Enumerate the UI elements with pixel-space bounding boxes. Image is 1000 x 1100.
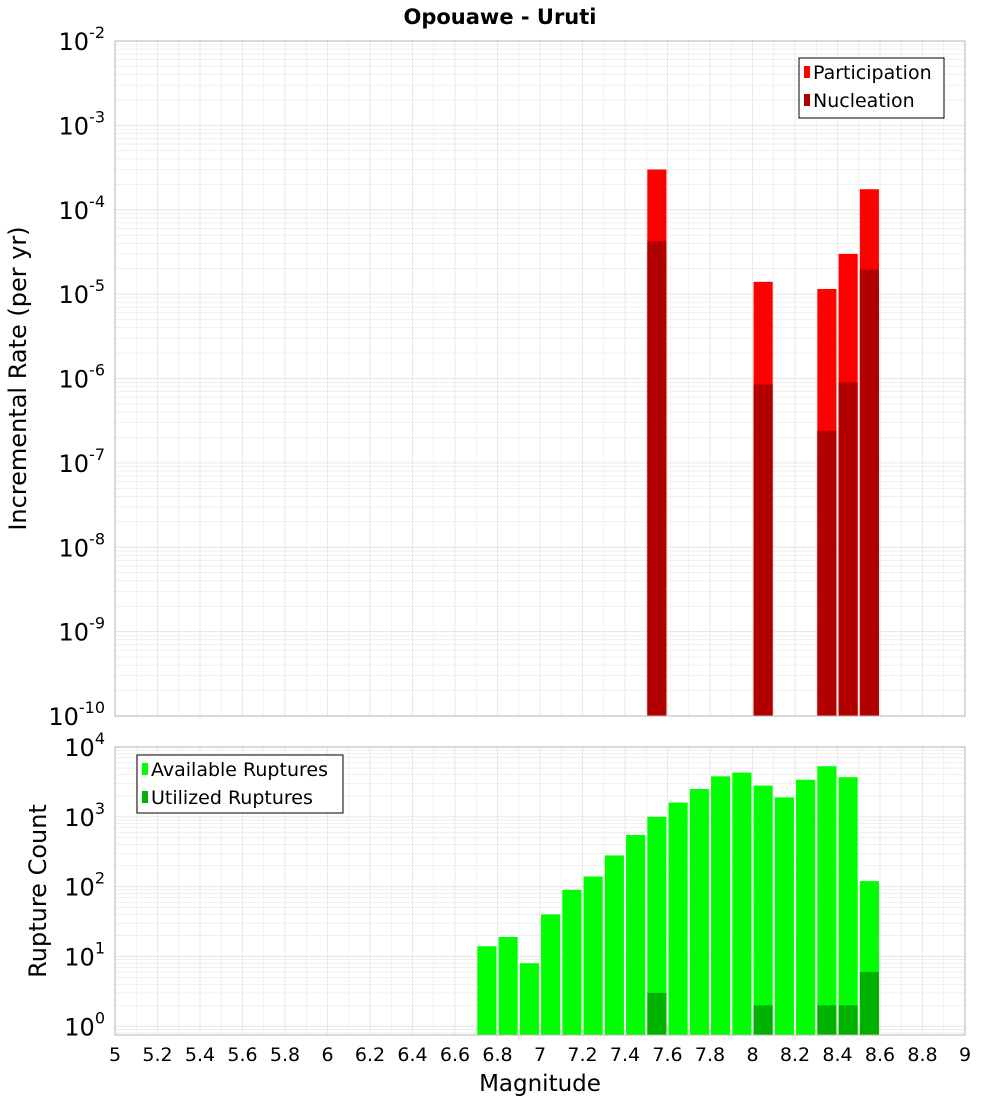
available-ruptures-bar	[604, 855, 624, 1035]
y-tick-label: 10-5	[59, 276, 106, 309]
available-ruptures-bar	[689, 789, 709, 1035]
legend-label: Participation	[813, 62, 932, 84]
x-tick-label: 6.2	[355, 1044, 385, 1066]
legend-swatch	[142, 791, 148, 803]
x-tick-label: 8.6	[865, 1044, 895, 1066]
legend-swatch	[142, 763, 148, 775]
x-tick-label: 7.4	[610, 1044, 640, 1066]
x-tick-label: 8.8	[907, 1044, 937, 1066]
legend-label: Utilized Ruptures	[151, 787, 313, 809]
nucleation-bar	[753, 384, 773, 716]
y-tick-label: 10-2	[59, 23, 106, 56]
available-ruptures-bar	[796, 779, 816, 1035]
y-tick-label: 102	[64, 869, 105, 902]
y-tick-label: 10-8	[59, 529, 106, 562]
utilized-ruptures-bar	[817, 1005, 837, 1035]
x-tick-label: 8	[746, 1044, 758, 1066]
y-tick-label: 103	[64, 799, 105, 832]
legend-box	[798, 57, 945, 119]
available-ruptures-bar	[562, 889, 582, 1035]
utilized-ruptures-bar	[859, 971, 879, 1035]
available-ruptures-bar	[626, 834, 646, 1035]
available-ruptures-bar	[647, 816, 667, 1035]
nucleation-bar	[647, 241, 667, 717]
available-ruptures-bar	[774, 797, 794, 1035]
x-tick-label: 6.6	[440, 1044, 470, 1066]
rupture-count-plot: 104 103 102 101 100 Rupture Count Available Ru…	[24, 729, 971, 1097]
x-tick-label: 8.4	[822, 1044, 852, 1066]
x-tick-label: 5.2	[142, 1044, 172, 1066]
x-tick-label: 7.6	[652, 1044, 682, 1066]
x-tick-label: 6.4	[397, 1044, 427, 1066]
available-ruptures-bar	[817, 766, 837, 1035]
legend-label: Available Ruptures	[151, 759, 328, 781]
legend: Participation Nucleation	[798, 57, 945, 119]
available-ruptures-bar	[477, 946, 497, 1035]
available-ruptures-bar	[668, 802, 688, 1035]
available-ruptures-bar	[541, 914, 561, 1035]
legend-box	[136, 754, 344, 814]
utilized-ruptures-bar	[838, 1005, 858, 1035]
x-tick-label: 7	[534, 1044, 546, 1066]
x-tick-label: 8.2	[780, 1044, 810, 1066]
x-tick-label: 5	[109, 1044, 121, 1066]
x-tick-label: 5.6	[227, 1044, 257, 1066]
chart-title: Opouawe - Uruti	[403, 5, 596, 29]
y-axis-label: Incremental Rate (per yr)	[4, 226, 32, 530]
rate-plot: 10-2 10-3 10-4 10-5 10-6 10-7 10-8 10-9 10-10 Inc…	[4, 23, 966, 731]
available-ruptures-bar	[753, 785, 773, 1035]
available-ruptures-bar	[583, 876, 603, 1035]
y-tick-label: 10-4	[59, 192, 106, 225]
y-tick-label: 101	[64, 938, 105, 971]
y-tick-label: 10-9	[59, 614, 106, 647]
utilized-ruptures-bar	[753, 1005, 773, 1035]
available-ruptures-bar	[498, 936, 518, 1035]
available-ruptures-bar	[732, 772, 752, 1035]
x-tick-label: 6	[321, 1044, 333, 1066]
available-ruptures-bar	[838, 777, 858, 1035]
plot-border	[114, 746, 966, 1036]
available-ruptures-bar	[519, 963, 539, 1035]
legend-swatch	[804, 94, 810, 106]
x-tick-label: 5.8	[270, 1044, 300, 1066]
x-axis-label: Magnitude	[479, 1071, 601, 1097]
x-tick-label: 6.8	[482, 1044, 512, 1066]
plot-border	[114, 40, 966, 717]
legend: Available Ruptures Utilized Ruptures	[136, 754, 344, 814]
x-tick-label: 7.2	[567, 1044, 597, 1066]
x-tick-label: 5.4	[185, 1044, 215, 1066]
available-ruptures-bar	[711, 776, 731, 1035]
x-tick-label: 7.8	[695, 1044, 725, 1066]
x-tick-label: 9	[959, 1044, 971, 1066]
legend-swatch	[804, 66, 810, 78]
y-tick-label: 10-3	[59, 107, 106, 140]
y-tick-label: 104	[64, 729, 105, 762]
legend-label: Nucleation	[813, 90, 915, 112]
y-tick-label: 100	[64, 1008, 105, 1041]
y-axis-label: Rupture Count	[24, 804, 52, 978]
y-tick-label: 10-6	[59, 361, 106, 394]
utilized-ruptures-bar	[647, 992, 667, 1035]
y-tick-label: 10-7	[59, 445, 106, 478]
y-tick-label: 10-10	[48, 698, 105, 731]
nucleation-bar	[838, 382, 858, 716]
nucleation-bar	[859, 269, 879, 716]
nucleation-bar	[817, 430, 837, 716]
